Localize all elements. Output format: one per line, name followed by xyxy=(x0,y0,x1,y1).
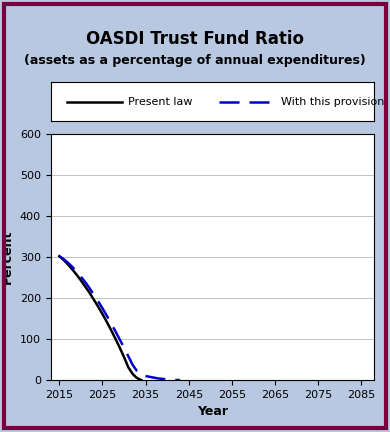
Text: OASDI Trust Fund Ratio: OASDI Trust Fund Ratio xyxy=(86,30,304,48)
Text: Present law: Present law xyxy=(128,96,193,107)
Y-axis label: Percent: Percent xyxy=(1,230,14,284)
X-axis label: Year: Year xyxy=(197,406,228,419)
Text: With this provision: With this provision xyxy=(280,96,384,107)
Text: (assets as a percentage of annual expenditures): (assets as a percentage of annual expend… xyxy=(24,54,366,67)
